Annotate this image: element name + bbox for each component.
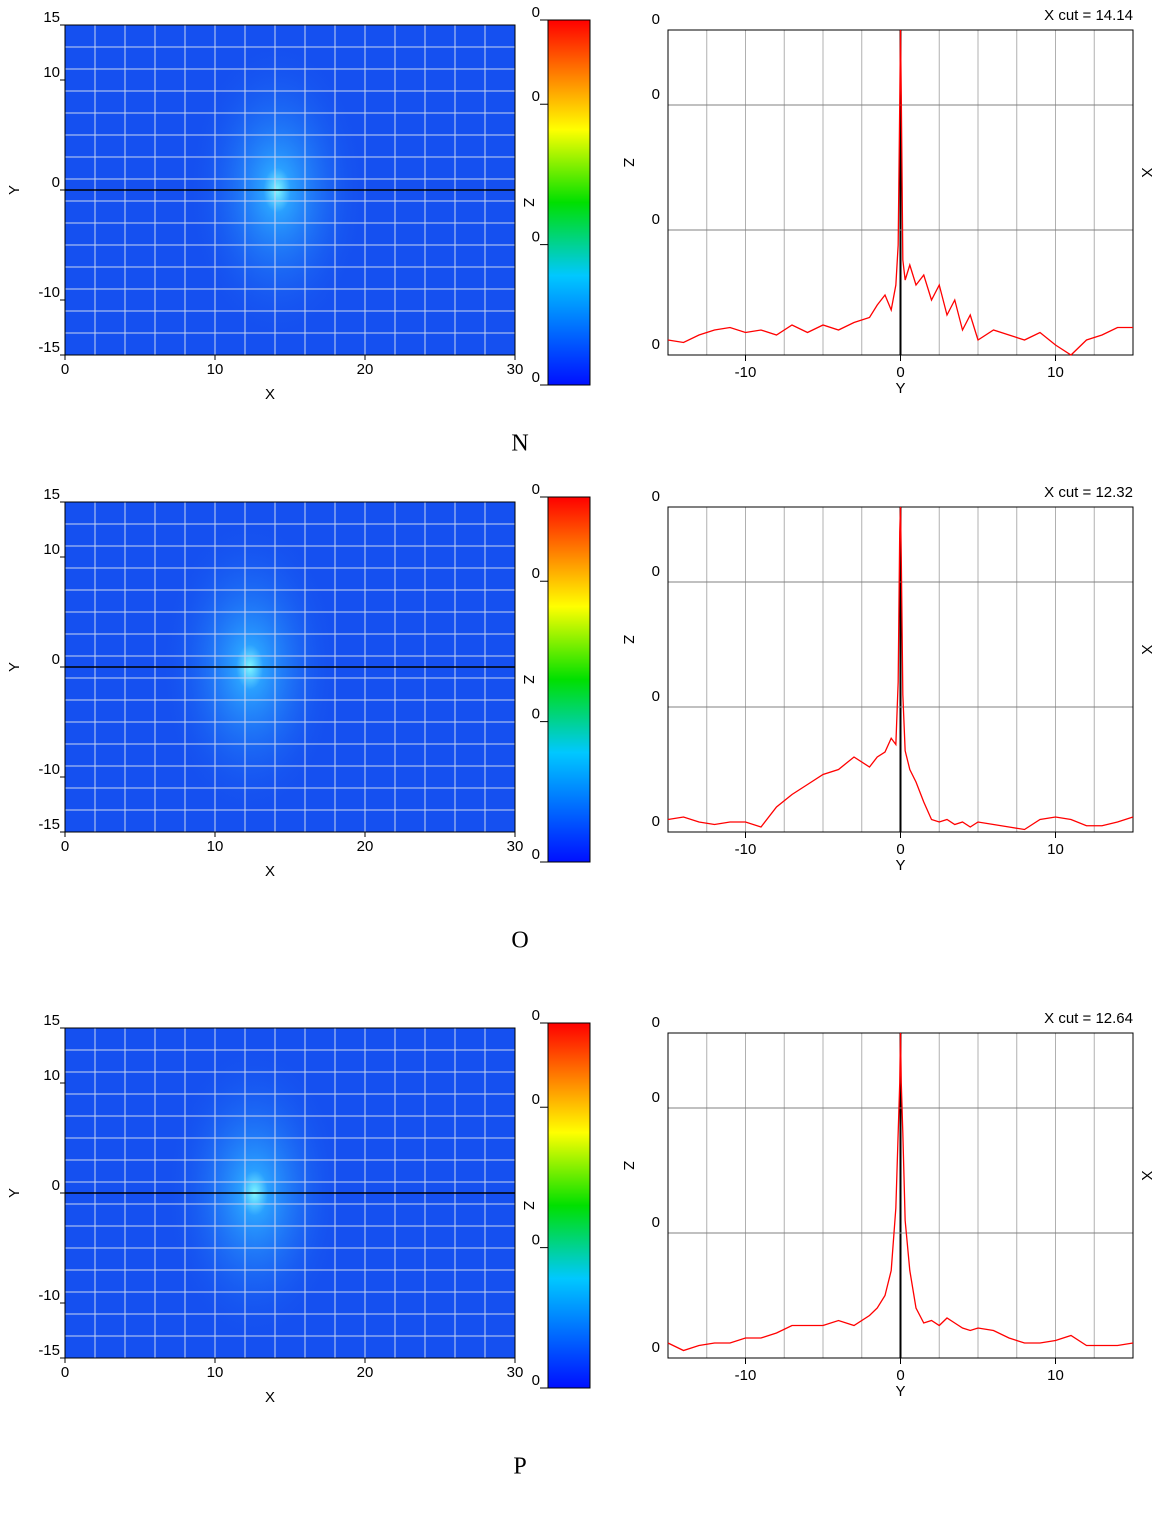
x-tick-label: 10	[207, 1364, 224, 1381]
y-tick-label: -10	[38, 284, 60, 301]
right-axis-label: X	[1138, 1170, 1155, 1180]
x-tick-label: 20	[357, 1364, 374, 1381]
x-tick-label: 20	[357, 361, 374, 378]
colorbar-tick-label: 0	[532, 481, 540, 498]
right-axis-label: X	[1138, 644, 1155, 654]
panel-caption: N	[511, 431, 528, 457]
x-tick-label: 0	[896, 841, 904, 858]
x-tick-label: 10	[1047, 364, 1064, 381]
colorbar-tick-label: 0	[532, 706, 540, 723]
colorbar	[547, 1022, 591, 1389]
data-line	[667, 1032, 1134, 1352]
x-axis-label: Y	[895, 380, 905, 397]
y-tick-label: 10	[43, 1067, 60, 1084]
y-tick-label: -10	[38, 1287, 60, 1304]
x-tick-label: -10	[735, 841, 757, 858]
data-line	[667, 29, 1133, 356]
x-tick-label: 30	[507, 1364, 524, 1381]
y-axis-label: Y	[6, 185, 23, 195]
x-tick-label: 0	[61, 361, 69, 378]
y-tick-label: 10	[43, 64, 60, 81]
y-axis-label: Y	[6, 662, 23, 672]
panel-caption: O	[511, 928, 528, 954]
x-tick-label: 10	[207, 838, 224, 855]
x-axis-label: X	[265, 863, 275, 880]
colorbar-tick-label: 0	[532, 88, 540, 105]
x-tick-label: 0	[896, 364, 904, 381]
x-tick-label: -10	[735, 364, 757, 381]
y-tick-label: 0	[52, 174, 60, 191]
x-tick-label: 10	[207, 361, 224, 378]
x-axis-label: Y	[895, 857, 905, 874]
x-tick-label: 30	[507, 361, 524, 378]
colorbar-tick-label: 0	[532, 1007, 540, 1024]
y-axis-label: Z	[620, 1161, 637, 1170]
y-tick-label: 0	[652, 211, 660, 228]
x-tick-label: 0	[896, 1367, 904, 1384]
y-tick-label: 0	[652, 336, 660, 353]
y-tick-label: 0	[652, 488, 660, 505]
right-axis-label: X	[1138, 167, 1155, 177]
x-tick-label: 10	[1047, 841, 1064, 858]
annotation: X cut = 12.32	[1044, 484, 1133, 501]
colorbar-label: Z	[520, 198, 537, 207]
annotation: X cut = 14.14	[1044, 7, 1133, 24]
data-line	[667, 506, 1134, 831]
y-tick-label: 0	[52, 1177, 60, 1194]
x-axis-label: X	[265, 1389, 275, 1406]
colorbar-tick-label: 0	[532, 4, 540, 21]
y-tick-label: 15	[43, 1012, 60, 1029]
x-axis-label: Y	[895, 1383, 905, 1400]
y-tick-label: -15	[38, 1342, 60, 1359]
colorbar-tick-label: 0	[532, 565, 540, 582]
x-tick-label: 0	[61, 838, 69, 855]
colorbar-tick-label: 0	[532, 229, 540, 246]
colorbar-tick-label: 0	[532, 1091, 540, 1108]
y-tick-label: 0	[652, 86, 660, 103]
y-tick-label: 10	[43, 541, 60, 558]
y-tick-label: 15	[43, 9, 60, 26]
x-axis-label: X	[265, 386, 275, 403]
y-axis-label: Y	[6, 1188, 23, 1198]
y-tick-label: 0	[652, 688, 660, 705]
y-tick-label: 0	[52, 651, 60, 668]
y-tick-label: 0	[652, 1014, 660, 1031]
x-tick-label: -10	[735, 1367, 757, 1384]
y-axis-label: Z	[620, 635, 637, 644]
panel-caption: P	[513, 1454, 526, 1480]
x-tick-label: 0	[61, 1364, 69, 1381]
x-tick-label: 10	[1047, 1367, 1064, 1384]
y-tick-label: 0	[652, 1214, 660, 1231]
y-tick-label: 0	[652, 563, 660, 580]
colorbar-tick-label: 0	[532, 1372, 540, 1389]
annotation: X cut = 12.64	[1044, 1010, 1133, 1027]
colorbar-label: Z	[520, 675, 537, 684]
y-tick-label: 0	[652, 11, 660, 28]
y-axis-label: Z	[620, 158, 637, 167]
y-tick-label: 0	[652, 1339, 660, 1356]
y-tick-label: -15	[38, 339, 60, 356]
y-tick-label: -15	[38, 816, 60, 833]
y-tick-label: 0	[652, 813, 660, 830]
y-tick-label: 15	[43, 486, 60, 503]
x-tick-label: 30	[507, 838, 524, 855]
x-tick-label: 20	[357, 838, 374, 855]
y-tick-label: 0	[652, 1089, 660, 1106]
colorbar-tick-label: 0	[532, 1232, 540, 1249]
colorbar-tick-label: 0	[532, 369, 540, 386]
colorbar-label: Z	[520, 1201, 537, 1210]
colorbar	[547, 19, 591, 386]
colorbar-tick-label: 0	[532, 846, 540, 863]
colorbar	[547, 496, 591, 863]
y-tick-label: -10	[38, 761, 60, 778]
